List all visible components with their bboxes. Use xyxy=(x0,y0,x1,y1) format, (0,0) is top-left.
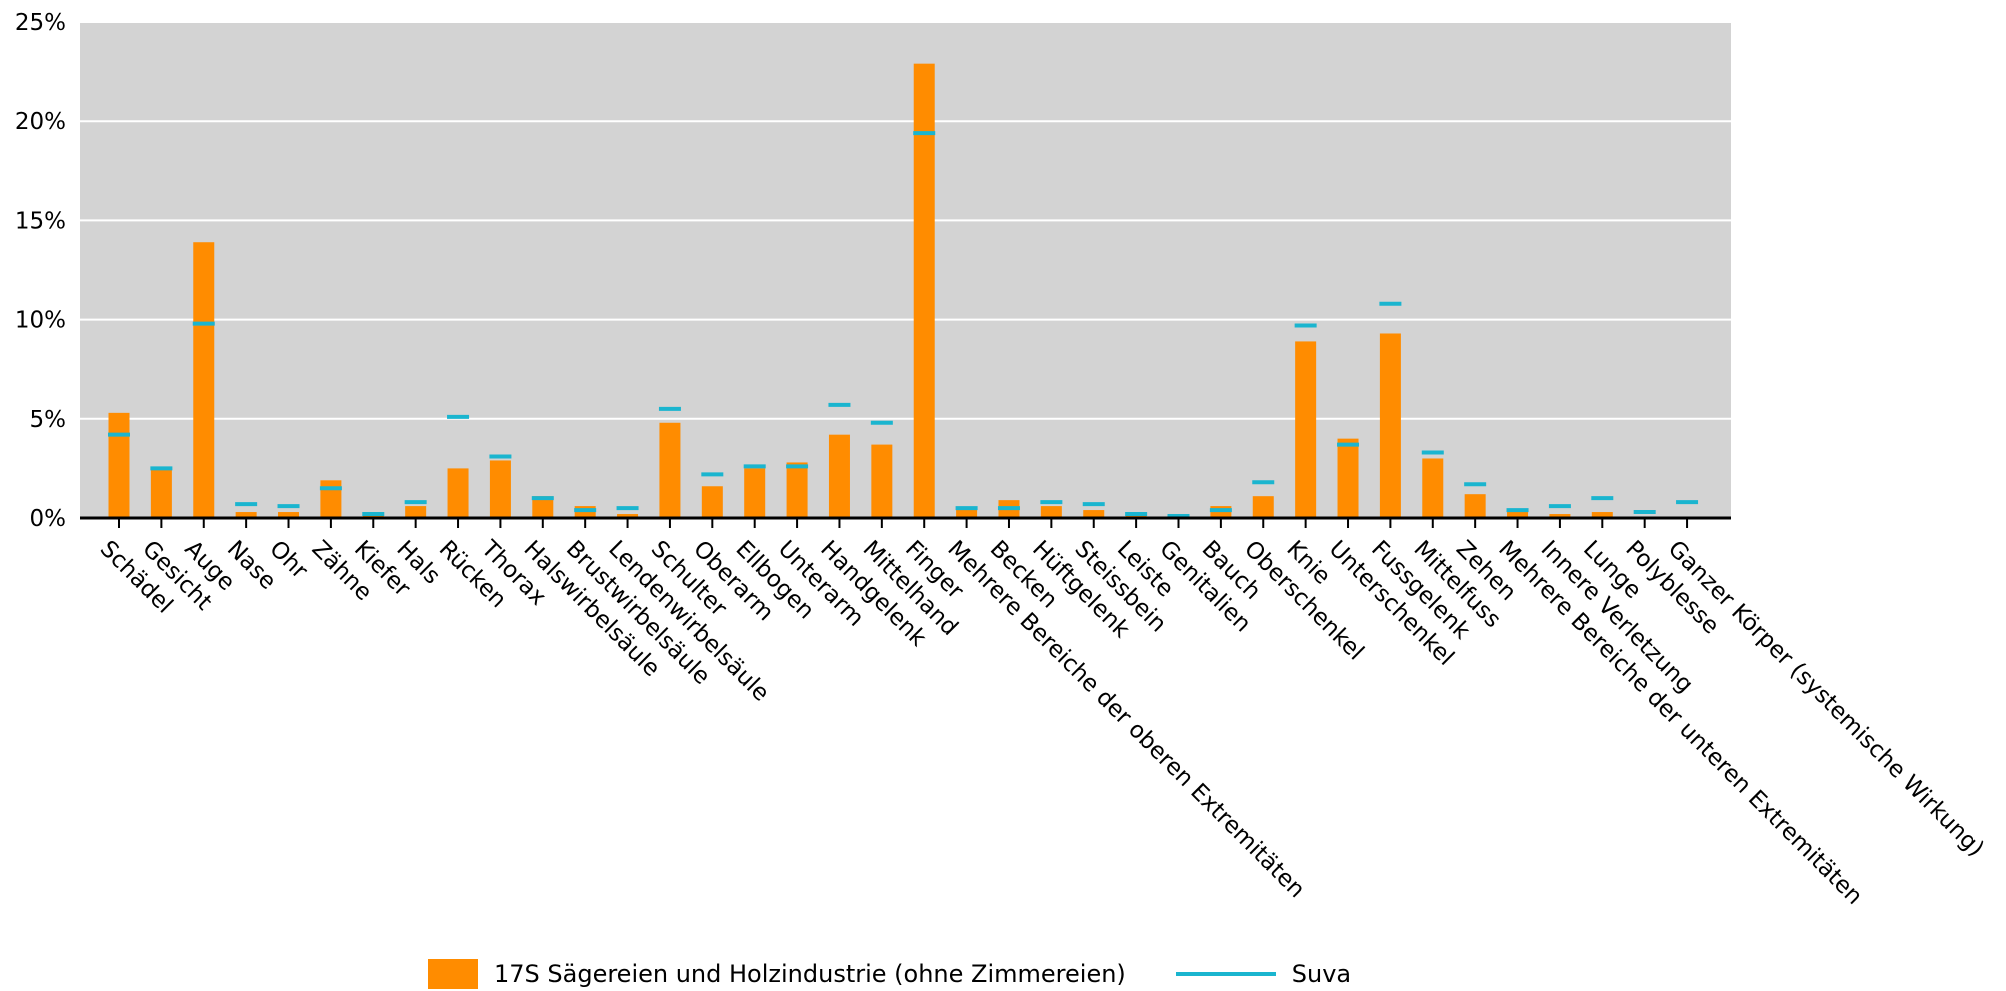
bar xyxy=(532,496,554,518)
bar xyxy=(150,468,172,518)
bar xyxy=(871,444,893,518)
y-tick-label: 10% xyxy=(15,308,66,334)
plot-area xyxy=(80,22,1731,518)
bar xyxy=(956,508,978,518)
legend: 17S Sägereien und Holzindustrie (ohne Zi… xyxy=(428,958,1401,990)
legend-label-series-2: Suva xyxy=(1291,960,1352,988)
legend-swatch-line xyxy=(1175,972,1276,976)
bar xyxy=(786,462,808,518)
bar xyxy=(1379,333,1401,518)
bar xyxy=(1549,514,1571,518)
gridlines xyxy=(80,21,1731,420)
x-axis: SchädelGesichtAugeNaseOhrZähneKieferHals… xyxy=(80,516,1989,910)
bar xyxy=(1295,341,1317,518)
bar xyxy=(1252,496,1274,518)
bar xyxy=(828,434,850,518)
y-tick-label: 20% xyxy=(15,109,66,135)
bar xyxy=(108,412,130,518)
x-tick-label: Ganzer Körper (systemische Wirkung) xyxy=(1663,536,1989,862)
bar xyxy=(1337,438,1359,518)
y-tick-label: 0% xyxy=(30,506,67,532)
suva-markers xyxy=(108,131,1699,519)
bar xyxy=(278,512,300,518)
bar xyxy=(913,63,935,518)
legend-label-series-1: 17S Sägereien und Holzindustrie (ohne Zi… xyxy=(494,960,1126,988)
bar xyxy=(659,422,681,518)
bar xyxy=(1591,512,1613,518)
bar xyxy=(489,460,511,518)
legend-item-series-2: Suva xyxy=(1175,960,1352,988)
bar xyxy=(701,486,723,518)
y-tick-label: 5% xyxy=(30,407,67,433)
bar xyxy=(617,514,639,518)
bar xyxy=(1422,458,1444,518)
bar xyxy=(447,468,469,518)
bar xyxy=(235,512,257,518)
bar xyxy=(1464,494,1486,518)
y-tick-label: 15% xyxy=(15,208,66,234)
bar xyxy=(1083,510,1105,518)
y-tick-label: 25% xyxy=(15,10,66,36)
bar xyxy=(1507,510,1529,518)
bar xyxy=(193,242,215,518)
bar-chart: 0% 5% 10% 15% 20% 25% SchädelGesichtAugeNaseO… xyxy=(15,10,1989,910)
legend-item-series-1: 17S Sägereien und Holzindustrie (ohne Zi… xyxy=(428,959,1126,989)
bar xyxy=(1040,506,1062,518)
bar xyxy=(744,468,766,518)
legend-swatch-bar xyxy=(428,959,478,989)
bar xyxy=(320,480,342,518)
y-axis: 0% 5% 10% 15% 20% 25% xyxy=(15,10,66,532)
bar xyxy=(405,506,427,518)
